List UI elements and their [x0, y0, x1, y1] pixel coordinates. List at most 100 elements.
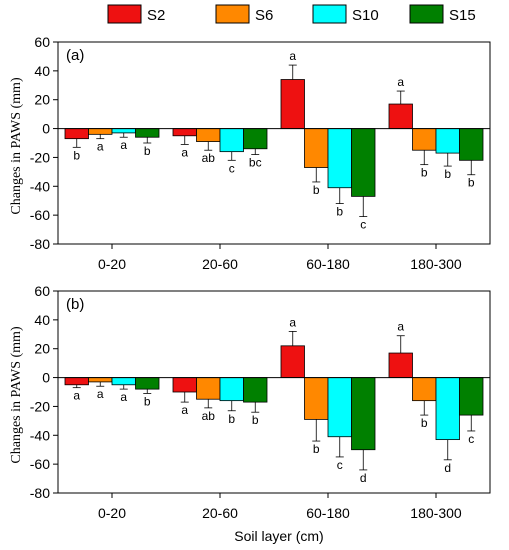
y-tick-label-a: -20	[30, 149, 50, 165]
significance-letter-a: b	[73, 148, 80, 162]
significance-letter-b: b	[144, 394, 151, 408]
bar-a-S15	[459, 128, 484, 161]
y-tick-label-a: -60	[30, 207, 50, 223]
bar-b-S10	[111, 377, 136, 386]
y-tick-label-b: -40	[30, 427, 50, 443]
significance-letter-b: a	[97, 387, 104, 401]
bar-b-S10	[219, 377, 244, 402]
significance-letter-b: b	[252, 413, 259, 427]
significance-letter-a: a	[181, 145, 188, 159]
significance-letter-a: a	[120, 138, 127, 152]
y-tick-label-a: -80	[30, 236, 50, 252]
significance-letter-a: b	[144, 144, 151, 158]
bar-a-S6	[196, 128, 221, 142]
bar-a-S6	[88, 128, 113, 135]
significance-letter-a: b	[336, 205, 343, 219]
x-tick-label-a: 180-300	[410, 256, 462, 272]
legend-label-S6: S6	[255, 7, 273, 24]
legend-swatch-S2	[107, 4, 142, 24]
bar-a-S10	[219, 128, 244, 153]
bar-a-S15	[351, 128, 376, 197]
significance-letter-b: d	[360, 471, 367, 485]
x-tick-label-b: 180-300	[410, 505, 462, 521]
significance-letter-a: b	[468, 176, 475, 190]
significance-letter-b: a	[397, 320, 404, 334]
x-tick-label-a: 60-180	[306, 256, 350, 272]
bar-a-S2	[64, 128, 89, 140]
bar-a-S2	[388, 103, 413, 129]
legend-label-S2: S2	[147, 7, 165, 24]
significance-letter-b: c	[337, 458, 343, 472]
significance-letter-b: b	[421, 416, 428, 430]
bar-b-S10	[435, 377, 460, 441]
bar-a-S10	[111, 128, 136, 134]
bar-b-S15	[243, 377, 268, 403]
bar-b-S6	[304, 377, 329, 420]
bar-b-S6	[412, 377, 437, 402]
y-tick-label-a: -40	[30, 178, 50, 194]
x-tick-label-b: 0-20	[98, 505, 126, 521]
plot-frame-b	[57, 290, 491, 494]
significance-letter-a: a	[397, 75, 404, 89]
y-tick-label-a: 0	[42, 121, 50, 137]
significance-letter-a: b	[421, 166, 428, 180]
y-tick-label-a: 40	[34, 63, 50, 79]
panel-label-b: (b)	[66, 296, 84, 313]
significance-letter-b: a	[120, 390, 127, 404]
y-tick-label-b: 40	[34, 312, 50, 328]
plot-frame-a	[57, 41, 491, 245]
legend-swatch-S15	[409, 4, 444, 24]
significance-letter-a: a	[289, 49, 296, 63]
x-tick-label-b: 20-60	[202, 505, 238, 521]
y-tick-label-a: 20	[34, 92, 50, 108]
bar-a-S6	[412, 128, 437, 151]
bar-b-S10	[327, 377, 352, 438]
legend-swatch-S6	[215, 4, 250, 24]
significance-letter-b: b	[313, 442, 320, 456]
x-tick-label-b: 60-180	[306, 505, 350, 521]
bar-a-S2	[280, 79, 305, 129]
significance-letter-a: a	[97, 140, 104, 154]
x-axis-label: Soil layer (cm)	[234, 528, 323, 544]
x-tick-label-a: 20-60	[202, 256, 238, 272]
significance-letter-a: b	[313, 183, 320, 197]
significance-letter-b: ab	[202, 409, 216, 423]
bar-b-S2	[280, 345, 305, 378]
significance-letter-b: a	[289, 315, 296, 329]
legend-label-S10: S10	[352, 7, 379, 24]
bar-b-S15	[459, 377, 484, 416]
significance-letter-a: c	[360, 218, 366, 232]
bar-b-S2	[64, 377, 89, 386]
bar-b-S15	[351, 377, 376, 451]
significance-letter-a: b	[444, 167, 451, 181]
bar-a-S15	[135, 128, 160, 138]
bar-a-S2	[172, 128, 197, 137]
bar-b-S2	[172, 377, 197, 393]
y-tick-label-b: 20	[34, 341, 50, 357]
y-tick-label-a: 60	[34, 34, 50, 50]
significance-letter-b: c	[468, 432, 474, 446]
bar-b-S6	[196, 377, 221, 400]
legend-label-S15: S15	[449, 7, 476, 24]
significance-letter-b: a	[181, 403, 188, 417]
legend: S2 S6 S10 S15	[107, 4, 476, 24]
significance-letter-b: b	[228, 412, 235, 426]
panel-label-a: (a)	[66, 47, 84, 64]
bar-b-S2	[388, 352, 413, 378]
x-tick-label-a: 0-20	[98, 256, 126, 272]
bar-b-S6	[88, 377, 113, 383]
y-tick-label-b: -80	[30, 485, 50, 501]
y-tick-label-b: 60	[34, 283, 50, 299]
significance-letter-a: c	[229, 161, 235, 175]
bar-a-S6	[304, 128, 329, 168]
y-tick-label-b: -20	[30, 398, 50, 414]
bar-a-S15	[243, 128, 268, 150]
bar-a-S10	[435, 128, 460, 154]
significance-letter-b: d	[444, 461, 451, 475]
significance-letter-a: ab	[202, 151, 216, 165]
bar-b-S15	[135, 377, 160, 390]
y-tick-label-b: -60	[30, 456, 50, 472]
